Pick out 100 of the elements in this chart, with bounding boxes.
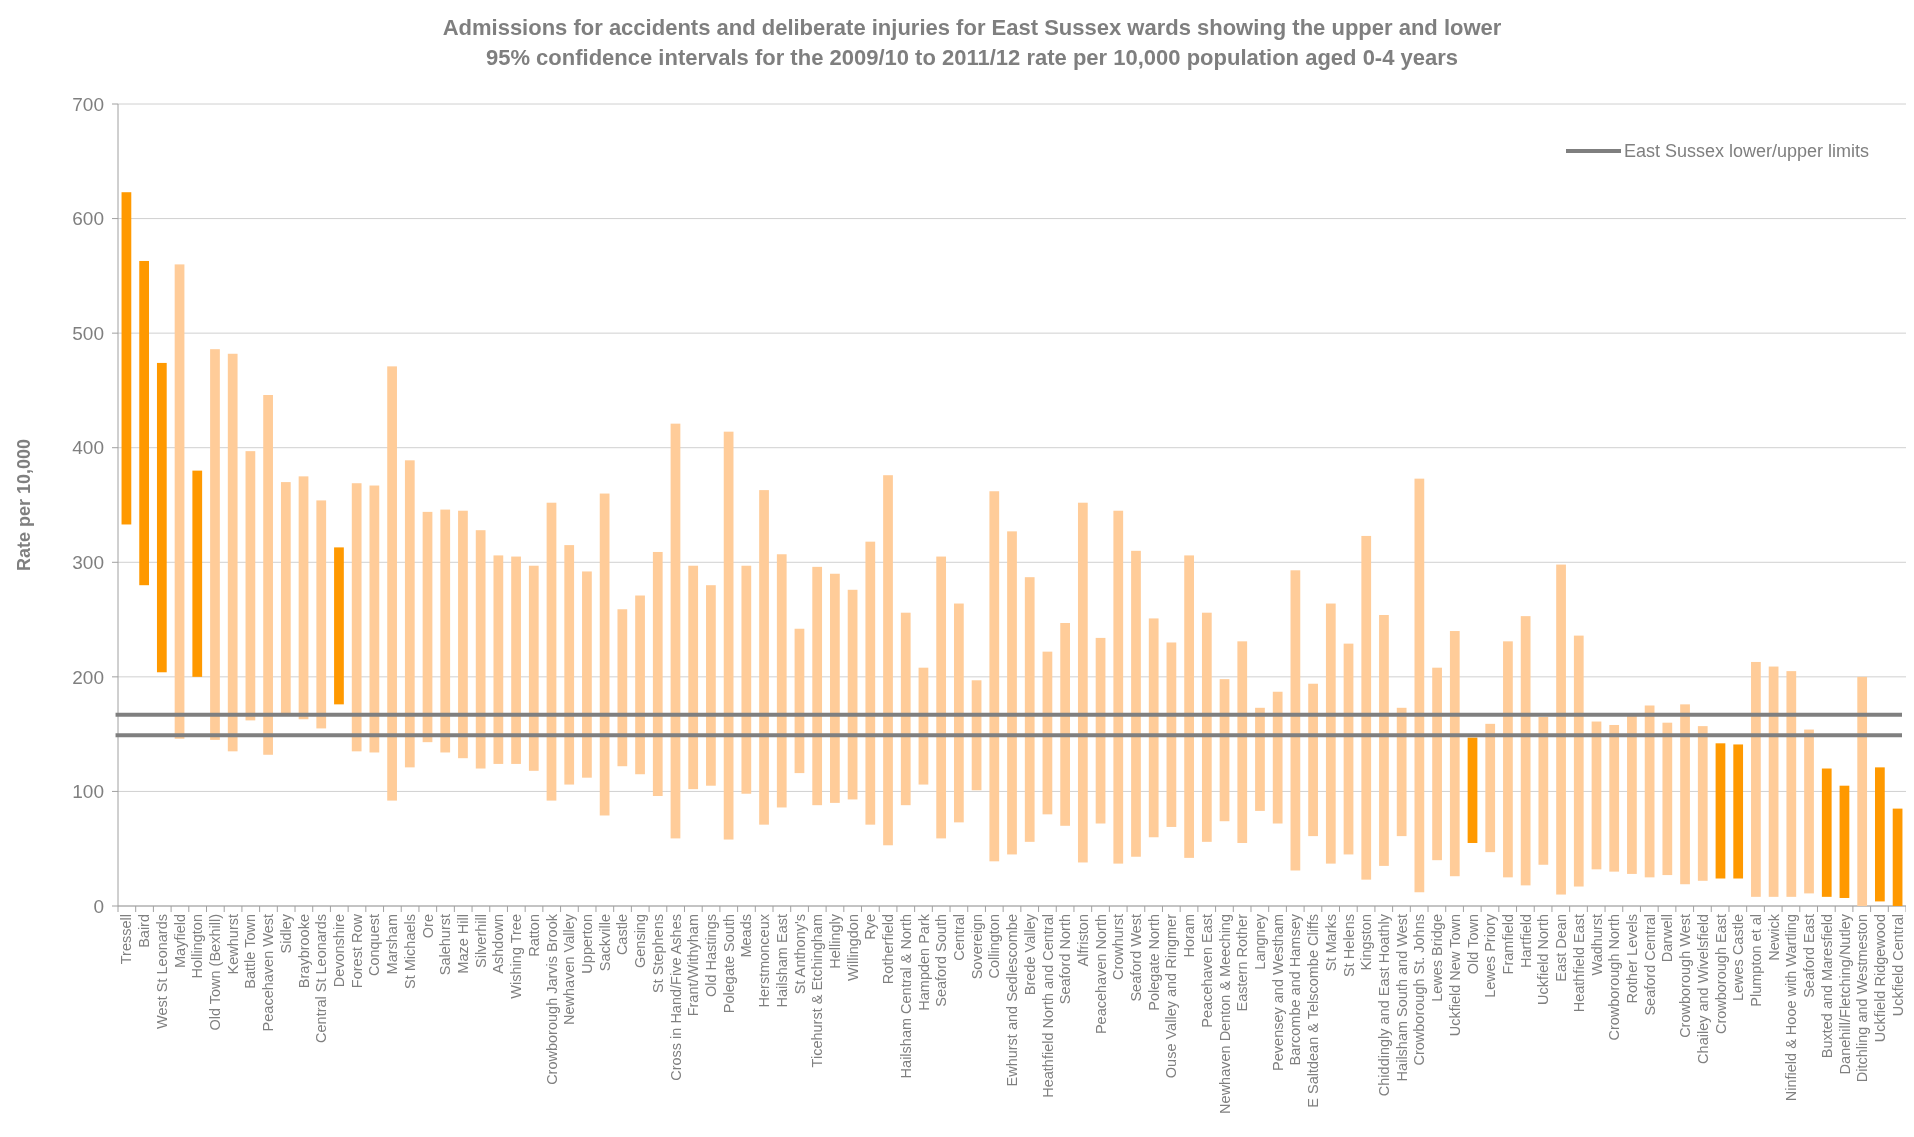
bar: [652, 551, 663, 797]
bar: [883, 475, 893, 846]
bar: [174, 264, 185, 739]
x-tick-label: Meads: [738, 914, 755, 958]
x-tick-label: West St Leonards: [153, 914, 170, 1029]
bar: [564, 545, 575, 785]
bar: [1627, 715, 1637, 874]
bar: [440, 509, 451, 753]
x-tick-label: Crowborough North: [1606, 914, 1623, 1041]
x-tick-label: Brede Valley: [1021, 913, 1038, 996]
bar: [1875, 767, 1885, 902]
bar: [1432, 667, 1442, 861]
bar: [1060, 623, 1070, 826]
bar: [245, 451, 256, 721]
x-tick-label: Ewhurst and Sedlescombe: [1004, 914, 1021, 1087]
y-tick-label: 600: [72, 208, 104, 230]
x-tick-label: Pevensey and Westham: [1269, 914, 1286, 1071]
bar: [706, 585, 716, 786]
x-tick-label: Ratton: [525, 914, 542, 957]
bar: [1786, 671, 1797, 897]
x-tick-label: Heathfield North and Central: [1039, 914, 1056, 1098]
y-tick-label: 300: [72, 551, 104, 573]
bar: [688, 565, 699, 790]
bar: [1538, 716, 1549, 865]
bar: [280, 482, 291, 714]
x-tick-label: Crowborough St. Johns: [1411, 914, 1428, 1066]
bar: [635, 595, 645, 775]
x-tick-label: Cross in Hand/Five Ashes: [667, 914, 684, 1081]
bar: [900, 612, 911, 806]
x-tick-label: Crowborough East: [1712, 914, 1729, 1035]
legend-label: East Sussex lower/upper limits: [1624, 141, 1870, 162]
bar: [475, 530, 486, 769]
x-tick-label: Mayfield: [171, 914, 188, 968]
x-tick-label: Buxted and Maresfield: [1818, 914, 1835, 1059]
bar: [1201, 612, 1212, 842]
y-tick-label: 400: [72, 437, 104, 459]
bar: [1113, 510, 1124, 864]
bar: [1556, 564, 1566, 895]
x-tick-label: Peacehaven North: [1092, 914, 1109, 1035]
bar: [1733, 744, 1744, 879]
x-tick-label: Silverhill: [472, 914, 489, 968]
x-tick-label: Gensing: [632, 914, 649, 969]
bar: [1131, 550, 1141, 857]
x-tick-label: Ninfield & Hooe with Wartling: [1783, 914, 1800, 1102]
x-tick-label: Hailsham East: [773, 914, 790, 1008]
x-tick-label: Ticehurst & Etchingham: [809, 914, 826, 1068]
bar: [1520, 616, 1531, 886]
bar: [1290, 570, 1301, 871]
x-tick-label: Sackville: [596, 914, 613, 972]
bar: [156, 362, 167, 673]
bar: [1379, 614, 1389, 866]
x-tick-label: Hollington: [189, 914, 206, 979]
y-axis-title: Rate per 10,000: [14, 438, 34, 572]
bar: [1184, 555, 1194, 858]
x-tick-label: Danehill/Fletching/Nutley: [1836, 913, 1853, 1075]
chart-title: Admissions for accidents and deliberate injuries for East Sussex wards showing the upper and lower 95% confidence intervals for the 2009/10 to 2011/12 rate per 10,000 population aged 0-4 years: [442, 15, 1502, 70]
bar: [298, 476, 309, 720]
bar: [1804, 729, 1814, 894]
x-tick-label: Polegate South: [720, 914, 737, 1014]
bar: [599, 493, 610, 816]
x-tick-label: Darwell: [1659, 914, 1676, 963]
bar: [1007, 531, 1017, 855]
x-tick-label: Horam: [1181, 914, 1198, 958]
bar: [334, 547, 344, 705]
x-tick-label: Old Town (Bexhill): [207, 914, 224, 1031]
x-tick-label: Kingston: [1358, 914, 1375, 971]
x-tick-label: Hellingly: [826, 913, 843, 969]
bar: [723, 431, 734, 840]
x-tick-label: Heathfield East: [1570, 914, 1587, 1013]
x-tick-label: Collington: [986, 914, 1003, 979]
bar: [1396, 707, 1407, 837]
bar: [387, 366, 397, 801]
x-tick-label: Seaford Central: [1641, 914, 1658, 1016]
x-tick-label: Polegate North: [1145, 914, 1162, 1011]
x-tick-label: Maze Hill: [455, 914, 472, 974]
bar: [1237, 641, 1248, 843]
bar: [263, 395, 273, 755]
bar: [1485, 723, 1496, 853]
x-tick-label: Sovereign: [968, 914, 985, 980]
bar: [528, 565, 539, 771]
x-tick-label: Crowborough Jarvis Brook: [543, 913, 560, 1085]
x-tick-label: Salehurst: [437, 914, 454, 976]
x-tick-label: Seaford North: [1057, 914, 1074, 1005]
bar: [1662, 722, 1673, 876]
bar: [741, 565, 752, 794]
x-tick-label: Kewhurst: [224, 914, 241, 975]
x-tick-label: Seaford West: [1128, 914, 1145, 1002]
x-tick-label: Framfield: [1500, 914, 1516, 975]
x-tick-label: Newhaven Denton & Meeching: [1216, 914, 1233, 1114]
x-tick-label: St Michaels: [401, 914, 418, 989]
bar: [1857, 676, 1868, 906]
x-tick-label: Uckfield New Town: [1446, 914, 1463, 1037]
bar: [139, 260, 149, 586]
x-tick-label: Lewes Priory: [1482, 913, 1499, 998]
x-tick-label: Uckfield North: [1535, 914, 1552, 1006]
bar: [1503, 641, 1513, 878]
x-tick-label: Uckfield Central: [1889, 914, 1906, 1017]
bar: [1467, 737, 1478, 843]
bar: [759, 490, 769, 825]
bar: [670, 423, 681, 839]
